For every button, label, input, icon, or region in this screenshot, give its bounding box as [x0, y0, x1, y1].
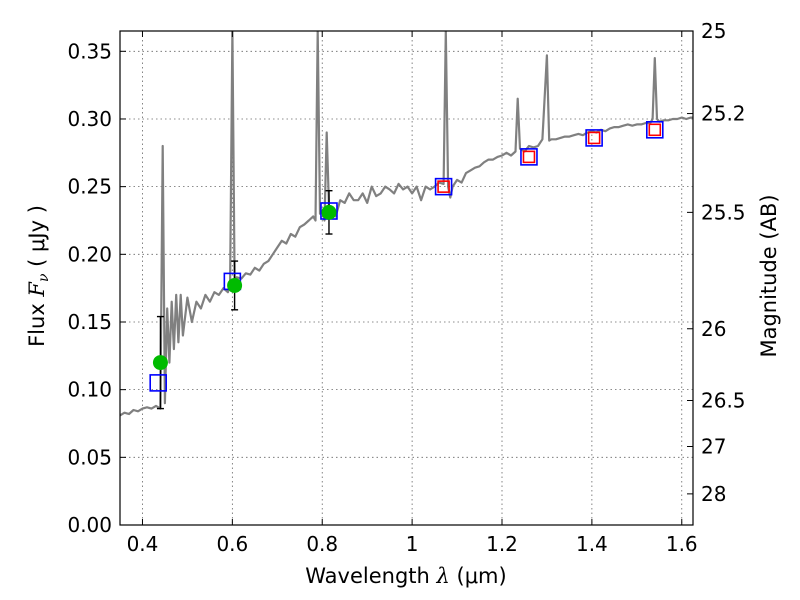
plot-frame	[119, 30, 694, 526]
y-tick-label: 0.30	[67, 107, 112, 131]
x-axis-label: Wavelength λ (μm)	[305, 564, 506, 588]
observed-flux-point	[321, 204, 337, 220]
spectrum-layer	[120, 31, 693, 417]
observed-flux-point	[152, 355, 168, 371]
y-axis-ticks: 0.00 0.05 0.10 0.15 0.20 0.25 0.30 0.35	[67, 39, 126, 537]
model-photometry-square	[149, 374, 167, 392]
model-photometry-square	[585, 129, 603, 147]
x-tick-label: 0.4	[127, 532, 159, 556]
x-tick-label: 0.6	[216, 532, 248, 556]
x-tick-label: 1.6	[666, 532, 698, 556]
y2-tick-label: 27	[701, 435, 726, 459]
model-photometry-inner-square	[522, 150, 536, 164]
x-tick-label: 0.8	[306, 532, 338, 556]
y-tick-label: 0.15	[67, 310, 112, 334]
y2-axis-ticks: 25 25.2 25.5 26 26.5 27 28	[687, 19, 746, 506]
y-tick-label: 0.05	[67, 445, 112, 469]
x-tick-label: 1.4	[576, 532, 608, 556]
x-tick-label: 1.2	[486, 532, 518, 556]
x-tick-label: 1	[406, 532, 419, 556]
y-tick-label: 0.20	[67, 242, 112, 266]
model-photometry-square	[520, 148, 538, 166]
marker-layer	[149, 121, 664, 392]
model-photometry-inner-square	[648, 123, 662, 137]
y-tick-label: 0.00	[67, 513, 112, 537]
y2-tick-label: 26	[701, 317, 726, 341]
model-photometry-square	[434, 177, 453, 196]
y-tick-label: 0.35	[67, 39, 112, 63]
y-axis-label: Flux Fν ( μJy )	[25, 205, 52, 347]
y2-axis-label: Magnitude (AB)	[757, 194, 781, 357]
model-photometry-square	[645, 121, 664, 139]
model-photometry-inner-square	[437, 180, 450, 193]
spectrum-line	[120, 31, 693, 417]
gridlines	[120, 31, 693, 526]
y2-tick-label: 28	[701, 482, 726, 506]
y-tick-label: 0.25	[67, 175, 112, 199]
y2-tick-label: 26.5	[701, 388, 746, 412]
observed-flux-point	[227, 277, 243, 293]
model-photometry-inner-square	[587, 131, 601, 145]
y2-tick-label: 25	[701, 19, 726, 43]
y-tick-label: 0.10	[67, 378, 112, 402]
x-axis-ticks: 0.4 0.6 0.8 1 1.2 1.4 1.6	[127, 31, 698, 556]
y2-tick-label: 25.2	[701, 102, 746, 126]
y2-tick-label: 25.5	[701, 200, 746, 224]
